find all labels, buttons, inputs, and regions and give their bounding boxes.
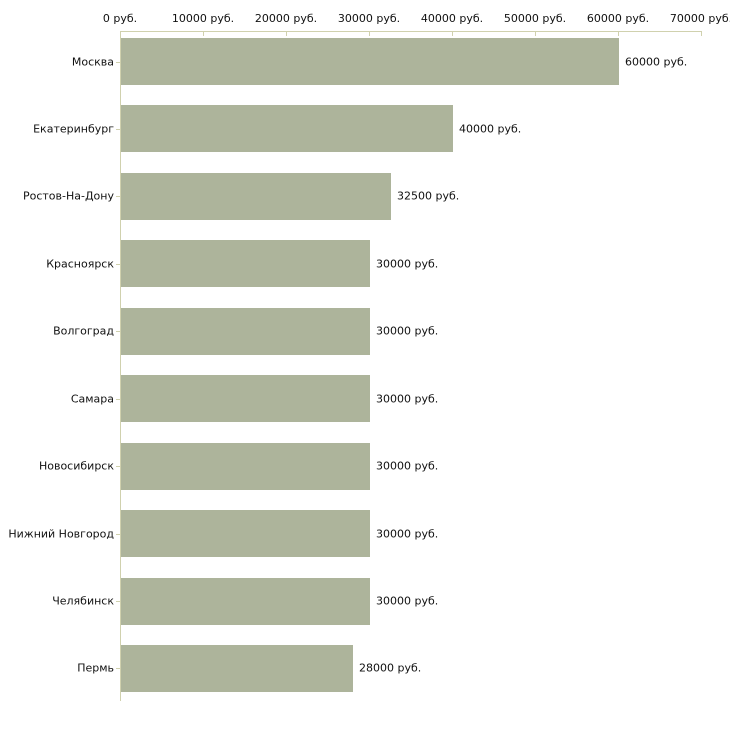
x-axis-tick-label: 0 руб. [102,12,138,25]
value-label: 30000 руб. [376,459,439,473]
category-label: Пермь [77,661,114,675]
category-label: Самара [70,392,114,406]
x-axis-tick-label: 30000 руб. [337,12,401,25]
category-label: Новосибирск [38,459,114,473]
x-axis-tick [701,32,702,36]
y-axis-tick [116,399,120,400]
y-axis-line [120,31,121,701]
value-label: 30000 руб. [376,594,439,608]
x-axis-tick-label: 70000 руб. [669,12,730,25]
bar [121,443,370,490]
y-axis-tick [116,466,120,467]
category-label: Нижний Новгород [8,527,114,541]
bar [121,510,370,557]
x-axis-tick-label: 20000 руб. [254,12,318,25]
x-axis-tick [452,32,453,36]
y-axis-tick [116,264,120,265]
x-axis-tick [203,32,204,36]
value-label: 60000 руб. [625,55,688,68]
x-axis-tick [535,32,536,36]
value-label: 30000 руб. [376,527,439,541]
y-axis-tick [116,62,120,63]
category-label: Волгоград [53,324,114,338]
x-axis-tick-label: 60000 руб. [586,12,650,25]
bar [121,375,370,422]
bar [121,173,391,220]
x-axis-tick [120,32,121,36]
y-axis-tick [116,129,120,130]
category-label: Челябинск [52,594,114,608]
bar [121,105,453,152]
value-label: 32500 руб. [397,189,460,203]
value-label: 40000 руб. [459,122,522,136]
y-axis-tick [116,601,120,602]
bar [121,578,370,625]
bar [121,38,619,85]
x-axis-tick [618,32,619,36]
x-axis-tick [286,32,287,36]
category-label: Красноярск [46,257,114,271]
x-axis-line [120,31,702,32]
category-label: Ростов-На-Дону [22,189,114,203]
bar [121,308,370,355]
value-label: 30000 руб. [376,392,439,406]
value-label: 28000 руб. [359,661,422,675]
x-axis-tick-label: 40000 руб. [420,12,484,25]
category-label: Екатеринбург [33,122,114,136]
x-axis-tick-label: 50000 руб. [503,12,567,25]
category-label: Москва [71,55,114,68]
x-axis-tick [369,32,370,36]
x-axis-tick-label: 10000 руб. [171,12,235,25]
y-axis-tick [116,668,120,669]
y-axis-tick [116,534,120,535]
value-label: 30000 руб. [376,257,439,271]
y-axis-tick [116,196,120,197]
y-axis-tick [116,331,120,332]
bar [121,240,370,287]
bar [121,645,353,692]
value-label: 30000 руб. [376,324,439,338]
